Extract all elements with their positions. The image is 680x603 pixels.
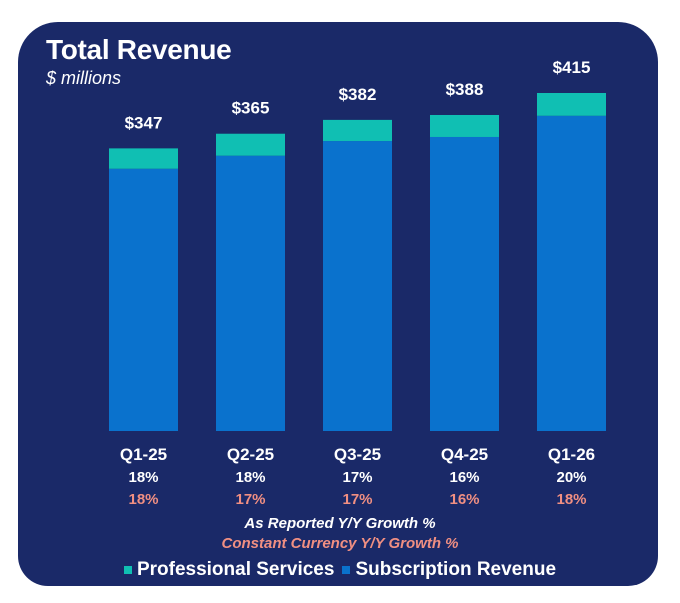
as-reported-note: As Reported Y/Y Growth % bbox=[244, 515, 436, 532]
as-reported-growth: 20% bbox=[556, 469, 586, 486]
legend-item-subscription-revenue: Subscription Revenue bbox=[342, 559, 556, 581]
legend: Professional Services Subscription Reven… bbox=[0, 559, 680, 581]
legend-swatch-subscription-revenue bbox=[342, 566, 351, 574]
category-label: Q2-25 bbox=[227, 445, 274, 464]
bar-professional-services bbox=[537, 93, 606, 116]
bar-subscription-revenue bbox=[323, 141, 392, 431]
chart-title: Total Revenue bbox=[46, 34, 232, 65]
bar-subscription-revenue bbox=[430, 136, 499, 432]
constant-currency-growth: 17% bbox=[235, 491, 265, 508]
legend-label: Subscription Revenue bbox=[355, 559, 557, 580]
bar-professional-services bbox=[216, 133, 285, 156]
category-label: Q3-25 bbox=[334, 445, 381, 464]
as-reported-growth: 18% bbox=[128, 469, 158, 486]
as-reported-growth: 18% bbox=[235, 469, 265, 486]
category-label: Q1-25 bbox=[120, 445, 167, 464]
chart-subtitle: $ millions bbox=[46, 68, 122, 88]
legend-swatch-professional-services bbox=[123, 566, 132, 574]
constant-currency-growth: 18% bbox=[128, 491, 158, 508]
total-label: $365 bbox=[232, 99, 270, 118]
constant-currency-growth: 17% bbox=[342, 491, 372, 508]
category-label: Q4-25 bbox=[441, 445, 488, 464]
bars-group bbox=[109, 93, 606, 432]
labels-group: $347 Q1-25 18% 18% $365 Q2-25 18% 17% $382 Q3-25 1… bbox=[120, 58, 595, 508]
total-label: $415 bbox=[553, 58, 591, 77]
total-label: $388 bbox=[446, 80, 484, 99]
as-reported-growth: 17% bbox=[342, 469, 372, 486]
bar-subscription-revenue bbox=[109, 168, 178, 432]
bar-professional-services bbox=[430, 114, 499, 137]
bar-subscription-revenue bbox=[537, 115, 606, 432]
bar-professional-services bbox=[323, 119, 392, 142]
as-reported-growth: 16% bbox=[449, 469, 479, 486]
legend-item-professional-services: Professional Services bbox=[123, 559, 335, 581]
constant-currency-note: Constant Currency Y/Y Growth % bbox=[221, 535, 459, 552]
constant-currency-growth: 16% bbox=[449, 491, 479, 508]
constant-currency-growth: 18% bbox=[556, 491, 586, 508]
bar-subscription-revenue bbox=[216, 155, 285, 431]
total-label: $382 bbox=[339, 85, 377, 104]
legend-label: Professional Services bbox=[136, 559, 335, 580]
total-label: $347 bbox=[125, 113, 163, 132]
bar-professional-services bbox=[109, 148, 178, 169]
category-label: Q1-26 bbox=[548, 445, 595, 464]
